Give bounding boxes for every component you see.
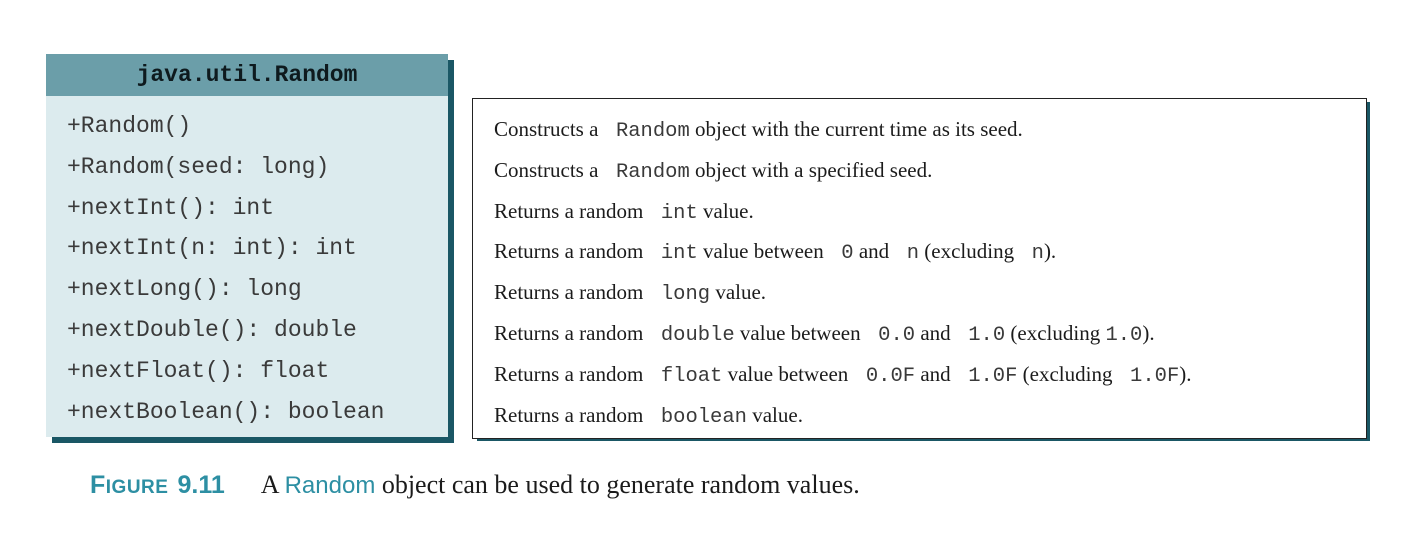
code-token: Random: [603, 120, 690, 143]
description-text: object with a specified seed.: [689, 157, 933, 182]
code-token: n: [894, 242, 920, 266]
code-token: boolean: [648, 405, 747, 429]
method-description: Constructs a Random object with a specif…: [473, 150, 1366, 191]
method-list: +Random() +Random(seed: long) +nextInt()…: [46, 96, 448, 432]
method-signature: +nextBoolean(): boolean: [67, 398, 385, 425]
uml-class-box: java.util.Random +Random() +Random(seed:…: [46, 54, 448, 437]
description-text: (excluding: [1005, 320, 1106, 345]
code-token: 0.0F: [853, 364, 916, 388]
description-text: Constructs a: [494, 157, 604, 182]
description-text: (excluding: [1017, 361, 1118, 386]
method-description: Returns a random int value.: [473, 191, 1366, 232]
description-text: Returns a random: [494, 320, 649, 345]
description-text: value between: [697, 239, 829, 264]
description-text: value.: [746, 402, 803, 427]
method-description: Returns a random double value between 0.…: [473, 313, 1366, 354]
code-token: 1.0F: [1117, 364, 1180, 388]
description-text: Returns a random: [494, 198, 649, 223]
code-token: int: [648, 201, 698, 225]
code-token: long: [648, 283, 711, 307]
description-text: value between: [722, 361, 854, 386]
code-token: double: [648, 323, 735, 347]
description-text: Constructs a: [494, 117, 604, 141]
description-text: value.: [710, 280, 767, 305]
description-text: ).: [1043, 239, 1057, 264]
description-text: Returns a random: [494, 361, 649, 386]
method-signature: +nextDouble(): double: [67, 316, 357, 343]
description-text: ).: [1179, 361, 1192, 386]
description-text: value.: [697, 198, 754, 223]
description-text: object with the current time as its seed…: [689, 117, 1023, 141]
code-token: 1.0F: [955, 364, 1018, 388]
code-token: int: [648, 242, 698, 266]
method-signature: +Random(): [67, 113, 192, 139]
description-text: (excluding: [919, 239, 1020, 264]
class-name: java.util.Random: [46, 54, 448, 96]
method-signature: +nextFloat(): float: [67, 357, 330, 384]
description-text: ).: [1142, 320, 1155, 345]
code-token: 1.0: [955, 323, 1006, 347]
method-description: Returns a random boolean value.: [473, 395, 1366, 436]
method-description: Constructs a Random object with the curr…: [473, 109, 1366, 150]
caption-text: A: [260, 470, 285, 499]
description-text: and: [853, 239, 895, 264]
method-signature: +nextLong(): long: [67, 276, 302, 303]
code-token: Random: [603, 160, 690, 184]
description-text: and: [915, 320, 956, 345]
description-text: and: [915, 361, 956, 386]
method-signature: +nextInt(n: int): int: [67, 235, 357, 262]
figure-label: FIGURE: [90, 471, 169, 499]
method-description: Returns a random float value between 0.0…: [473, 354, 1366, 395]
description-text: Returns a random: [494, 402, 649, 427]
description-text: value between: [734, 320, 866, 345]
description-box: Constructs a Random object with the curr…: [472, 98, 1367, 439]
description-text: Returns a random: [494, 280, 649, 305]
caption-code: Random: [284, 472, 376, 499]
code-token: 0: [828, 242, 854, 266]
method-signature: +nextInt(): int: [67, 194, 275, 221]
code-token: 0.0: [865, 323, 916, 347]
code-token: n: [1019, 242, 1044, 266]
code-token: float: [648, 364, 723, 388]
description-text: Returns a random: [494, 239, 649, 264]
caption-text-rest: object can be used to generate random va…: [375, 470, 860, 499]
code-token: 1.0: [1105, 323, 1143, 347]
method-description: Returns a random int value between 0 and…: [473, 231, 1366, 272]
figure-caption: FIGURE 9.11 A Random object can be used to…: [90, 470, 860, 500]
method-signature: +Random(seed: long): [67, 153, 330, 180]
method-description: Returns a random long value.: [473, 272, 1366, 313]
figure-number: 9.11: [177, 471, 225, 499]
